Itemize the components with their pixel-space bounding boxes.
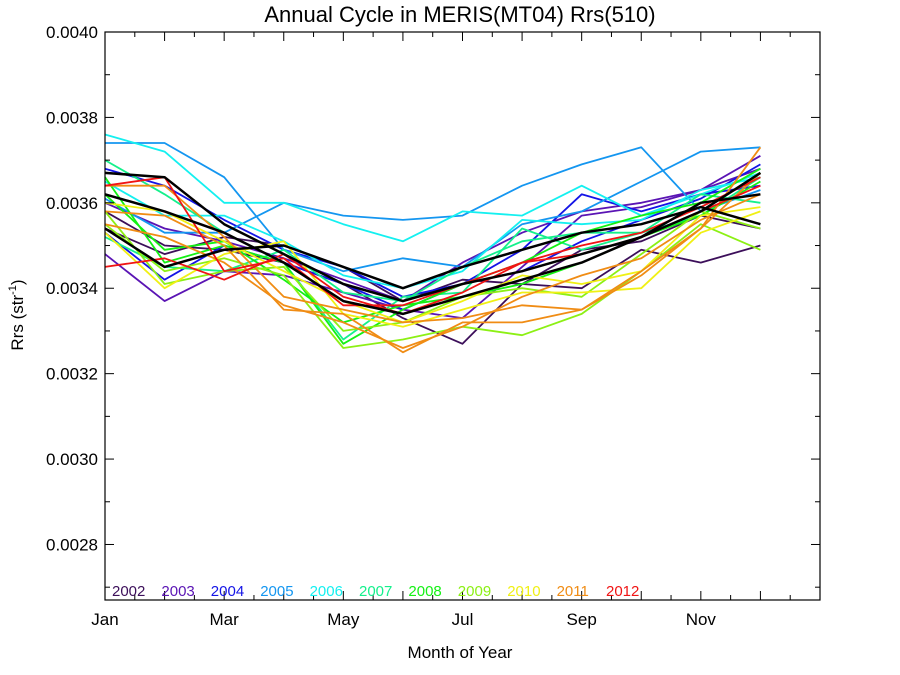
plot-lines: [104, 133, 762, 354]
y-tick-label: 0.0040: [46, 23, 98, 42]
legend-item-2010: 2010: [507, 583, 540, 600]
x-tick-label: Jul: [452, 610, 474, 629]
series-line-4: [104, 155, 761, 303]
x-tick-label: Sep: [567, 610, 597, 629]
y-tick-label: 0.0030: [46, 450, 98, 469]
series-line-26: [104, 205, 761, 290]
x-tick-label: Nov: [686, 610, 717, 629]
y-axis-label: Rrs (str-1): [7, 279, 27, 350]
series-line-19: [104, 146, 762, 354]
y-tick-label: 0.0028: [46, 535, 98, 554]
legend-item-2011: 2011: [557, 583, 589, 600]
y-tick-label: 0.0034: [46, 279, 98, 298]
legend-item-2004: 2004: [211, 583, 244, 600]
legend-item-2007: 2007: [359, 583, 392, 600]
svg-text:Rrs (str-1): Rrs (str-1): [7, 279, 27, 350]
series-line-25: [104, 171, 762, 303]
series-line-24: [104, 193, 761, 316]
axes: Jan Mar May Jul Sep Nov 0.0028 0.0030 0.0032 0.00…: [46, 23, 821, 629]
legend-item-2002: 2002: [112, 583, 145, 600]
y-tick-label: 0.0036: [46, 194, 98, 213]
series-line-21: [104, 193, 761, 349]
series-line-5: [104, 163, 761, 298]
plot-frame: [104, 31, 821, 601]
series-line-18: [104, 201, 761, 324]
series-line-8: [104, 146, 761, 234]
x-tick-label: May: [327, 610, 360, 629]
y-tick-label: 0.0032: [46, 365, 98, 384]
series-line-13: [104, 167, 761, 345]
chart-title: Annual Cycle in MERIS(MT04) Rrs(510): [264, 2, 655, 27]
x-tick-label: Mar: [210, 610, 240, 629]
legend-item-2006: 2006: [310, 583, 343, 600]
legend-item-2009: 2009: [458, 583, 491, 600]
y-tick-label: 0.0038: [46, 108, 98, 127]
series-line-16: [104, 210, 761, 332]
x-tick-label: Jan: [91, 610, 118, 629]
series-line-7: [105, 142, 761, 273]
series-line-22: [104, 176, 761, 315]
y-axis-label-close: ): [8, 279, 27, 285]
y-axis-label-exponent: -1: [7, 285, 19, 295]
legend-item-2012: 2012: [606, 583, 639, 600]
legend-item-2008: 2008: [408, 583, 441, 600]
series-line-9: [104, 133, 761, 243]
legend-item-2005: 2005: [260, 583, 293, 600]
legend: 2002 2003 2004 2005 2006 2007 2008 2009 2010 2011…: [112, 583, 639, 600]
y-axis-label-text: Rrs (str: [8, 295, 27, 351]
series-line-12: [104, 193, 761, 303]
x-axis-label: Month of Year: [408, 643, 513, 662]
legend-item-2003: 2003: [161, 583, 194, 600]
series-line-17: [104, 210, 761, 328]
series-line-23: [104, 176, 761, 307]
